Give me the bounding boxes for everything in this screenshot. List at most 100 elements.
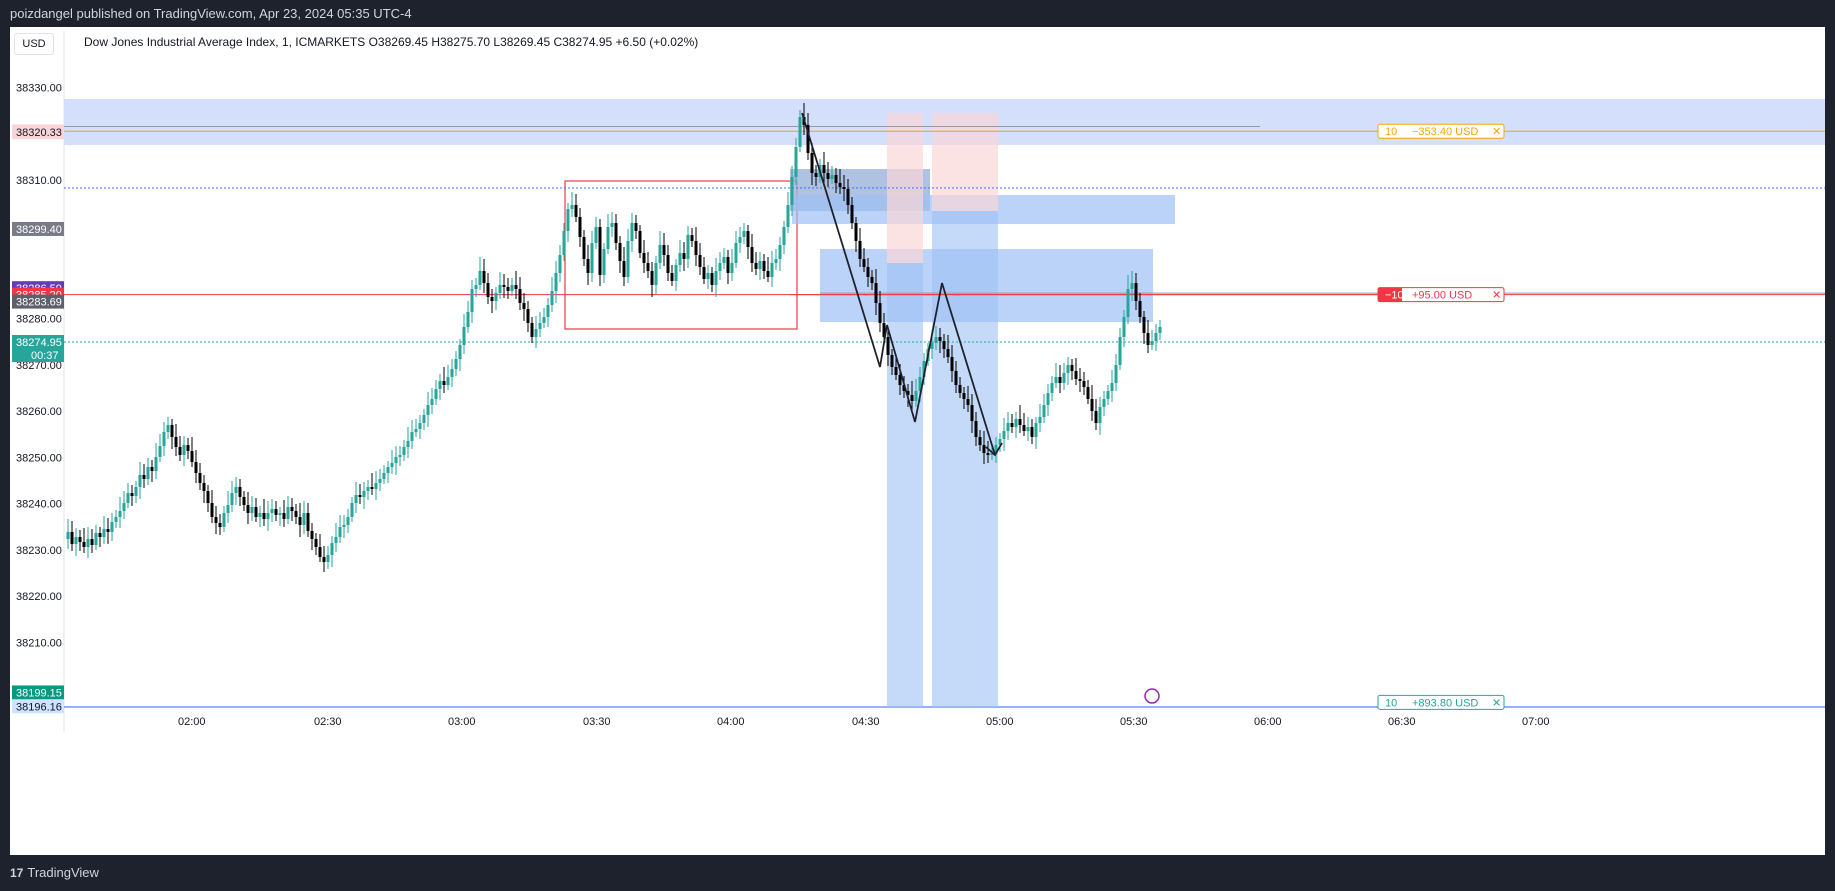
candle-body[interactable]: [374, 483, 378, 489]
candle-body[interactable]: [770, 263, 774, 277]
candle-body[interactable]: [438, 381, 442, 389]
candle-body[interactable]: [878, 303, 882, 323]
candle-body[interactable]: [170, 425, 174, 437]
candle-body[interactable]: [806, 125, 810, 153]
candle-body[interactable]: [1114, 365, 1118, 383]
candle-body[interactable]: [262, 513, 266, 519]
candle-body[interactable]: [906, 391, 910, 395]
candle-body[interactable]: [74, 537, 78, 544]
candle-body[interactable]: [1058, 377, 1062, 383]
short-target-zone-2[interactable]: [932, 113, 998, 211]
candle-body[interactable]: [454, 359, 458, 369]
candle-body[interactable]: [822, 165, 826, 173]
candle-body[interactable]: [386, 467, 390, 473]
candle-body[interactable]: [1154, 333, 1158, 341]
candle-body[interactable]: [1054, 377, 1058, 383]
candle-body[interactable]: [270, 509, 274, 513]
candle-body[interactable]: [198, 473, 202, 483]
candle-body[interactable]: [646, 263, 650, 271]
candle-body[interactable]: [550, 291, 554, 305]
candle-body[interactable]: [134, 487, 138, 496]
candle-body[interactable]: [90, 539, 94, 545]
candle-body[interactable]: [554, 273, 558, 291]
candle-body[interactable]: [562, 231, 566, 255]
candle-body[interactable]: [830, 175, 834, 179]
candle-body[interactable]: [862, 259, 866, 267]
candle-body[interactable]: [870, 277, 874, 283]
candle-body[interactable]: [910, 395, 914, 401]
candle-body[interactable]: [586, 259, 590, 273]
candle-body[interactable]: [146, 467, 150, 479]
candle-body[interactable]: [650, 271, 654, 285]
candle-body[interactable]: [502, 285, 506, 287]
candle-body[interactable]: [126, 493, 130, 503]
candle-body[interactable]: [486, 283, 490, 297]
candle-body[interactable]: [1078, 379, 1082, 381]
candle-body[interactable]: [978, 437, 982, 445]
candle-body[interactable]: [1102, 399, 1106, 407]
candle-body[interactable]: [366, 487, 370, 491]
candle-body[interactable]: [518, 289, 522, 303]
candle-body[interactable]: [1070, 365, 1074, 371]
candle-body[interactable]: [306, 513, 310, 531]
candle-body[interactable]: [302, 513, 306, 525]
candle-body[interactable]: [534, 329, 538, 337]
candle-body[interactable]: [86, 539, 90, 547]
candle-body[interactable]: [166, 425, 170, 432]
candle-body[interactable]: [322, 557, 326, 562]
candle-body[interactable]: [594, 227, 598, 243]
candle-body[interactable]: [254, 507, 258, 517]
candle-body[interactable]: [186, 445, 190, 451]
candle-body[interactable]: [378, 479, 382, 483]
candle-body[interactable]: [1006, 423, 1010, 431]
candle-body[interactable]: [570, 205, 574, 209]
candle-body[interactable]: [546, 305, 550, 317]
candle-body[interactable]: [1034, 423, 1038, 437]
candle-body[interactable]: [1094, 411, 1098, 423]
candle-body[interactable]: [334, 537, 338, 543]
candle-body[interactable]: [762, 261, 766, 271]
candle-body[interactable]: [710, 273, 714, 285]
candle-body[interactable]: [130, 493, 134, 496]
candle-body[interactable]: [194, 462, 198, 473]
candle-body[interactable]: [902, 385, 906, 391]
candle-body[interactable]: [494, 293, 498, 301]
candle-body[interactable]: [1022, 425, 1026, 431]
position-tag[interactable]: [1377, 694, 1505, 710]
candle-body[interactable]: [954, 371, 958, 385]
candle-body[interactable]: [846, 189, 850, 205]
candle-body[interactable]: [158, 446, 162, 457]
candle-body[interactable]: [218, 523, 222, 527]
candle-body[interactable]: [434, 389, 438, 399]
candle-body[interactable]: [826, 173, 830, 179]
candle-body[interactable]: [506, 287, 510, 291]
candle-body[interactable]: [810, 153, 814, 173]
candle-body[interactable]: [898, 375, 902, 385]
candle-body[interactable]: [614, 223, 618, 243]
candle-body[interactable]: [474, 285, 478, 289]
candle-body[interactable]: [1122, 317, 1126, 337]
candle-body[interactable]: [362, 491, 366, 497]
candle-body[interactable]: [946, 349, 950, 357]
candle-body[interactable]: [558, 255, 562, 273]
candle-body[interactable]: [138, 475, 142, 487]
candle-body[interactable]: [402, 447, 406, 455]
candle-body[interactable]: [634, 223, 638, 231]
candle-body[interactable]: [142, 475, 146, 479]
candle-body[interactable]: [850, 205, 854, 223]
candle-body[interactable]: [510, 285, 514, 291]
candle-body[interactable]: [894, 367, 898, 375]
candle-body[interactable]: [526, 309, 530, 323]
candle-body[interactable]: [178, 447, 182, 455]
candle-body[interactable]: [814, 173, 818, 177]
candle-body[interactable]: [970, 405, 974, 421]
candle-body[interactable]: [350, 503, 354, 517]
candle-body[interactable]: [498, 285, 502, 293]
candle-body[interactable]: [242, 497, 246, 505]
candle-body[interactable]: [754, 263, 758, 269]
zigzag-pattern[interactable]: [801, 112, 996, 456]
candle-body[interactable]: [582, 237, 586, 259]
candle-body[interactable]: [738, 237, 742, 243]
candle-body[interactable]: [190, 451, 194, 462]
candle-body[interactable]: [110, 522, 114, 532]
